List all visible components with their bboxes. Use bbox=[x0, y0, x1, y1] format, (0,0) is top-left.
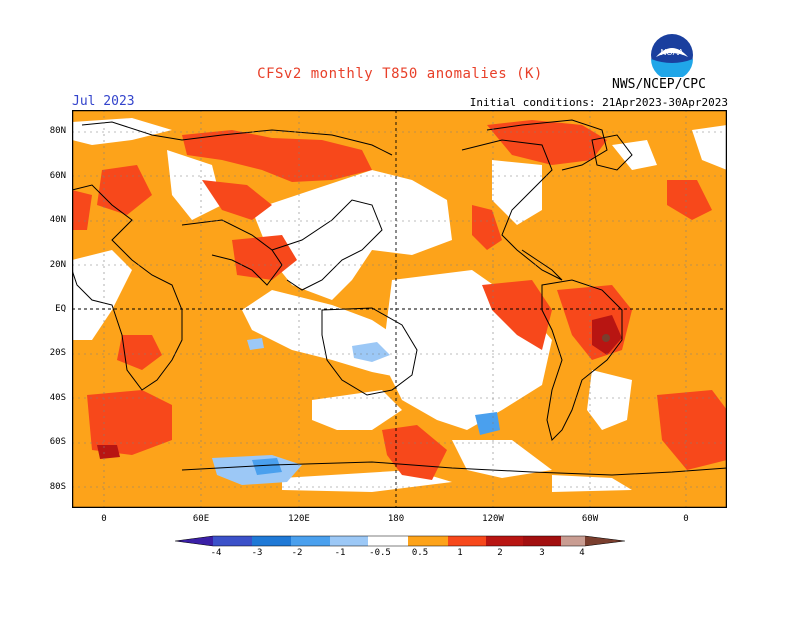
colorbar-label: -2 bbox=[291, 548, 303, 558]
lat-label: 40S bbox=[49, 393, 66, 403]
lat-label: EQ bbox=[55, 304, 66, 314]
colorbar-label: -3 bbox=[251, 548, 263, 558]
lon-label: 120W bbox=[482, 514, 504, 524]
colorbar-label: 3 bbox=[539, 548, 545, 558]
neutral-anomaly-regions bbox=[72, 118, 727, 492]
lat-label: 80S bbox=[49, 482, 66, 492]
colorbar-label: 1 bbox=[457, 548, 463, 558]
lon-label: 60W bbox=[581, 514, 599, 524]
noaa-logo-text: NOAA bbox=[661, 48, 684, 57]
map-title: CFSv2 monthly T850 anomalies (K) bbox=[257, 66, 543, 82]
equator-dateline bbox=[72, 110, 727, 508]
lon-label: 0 bbox=[683, 514, 689, 524]
lat-label: 60N bbox=[49, 171, 66, 181]
colorbar-label: -4 bbox=[210, 548, 222, 558]
lat-label: 80N bbox=[49, 126, 66, 136]
cool-anomaly-regions bbox=[212, 338, 500, 485]
colorbar-label: 4 bbox=[579, 548, 585, 558]
lat-label: 20S bbox=[49, 348, 66, 358]
lat-label: 40N bbox=[49, 215, 66, 225]
colorbar-label: 2 bbox=[497, 548, 503, 558]
lon-label: 180 bbox=[387, 514, 405, 524]
forecast-month: Jul 2023 bbox=[72, 94, 135, 109]
colorbar-label: 0.5 bbox=[411, 548, 429, 558]
colorbar bbox=[175, 535, 625, 547]
lon-label: 120E bbox=[288, 514, 310, 524]
lat-label: 60S bbox=[49, 437, 66, 447]
coastlines bbox=[72, 119, 727, 476]
lon-label: 60E bbox=[192, 514, 210, 524]
colorbar-label: -1 bbox=[334, 548, 346, 558]
noaa-logo: NOAA bbox=[650, 33, 694, 80]
anomaly-map bbox=[72, 110, 727, 508]
colorbar-label: -0.5 bbox=[369, 548, 391, 558]
map-frame bbox=[72, 110, 727, 508]
lat-label: 20N bbox=[49, 260, 66, 270]
initial-conditions: Initial conditions: 21Apr2023-30Apr2023 bbox=[469, 96, 728, 109]
agency-label: NWS/NCEP/CPC bbox=[612, 77, 706, 92]
extreme-warm-anomaly bbox=[602, 334, 610, 342]
lon-label: 0 bbox=[101, 514, 107, 524]
